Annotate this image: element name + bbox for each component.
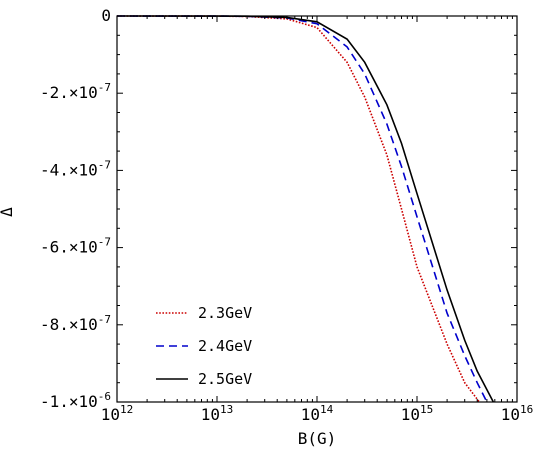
series-line-2	[116, 15, 488, 403]
series-curves	[116, 15, 495, 403]
x-axis-label: B(G)	[298, 429, 337, 448]
legend-label-1: 2.3GeV	[198, 304, 252, 322]
y-tick-label: -4.×10-7	[40, 158, 111, 179]
y-tick-label: -6.×10-7	[40, 236, 111, 257]
series-line-3	[116, 15, 495, 403]
legend-label-3: 2.5GeV	[198, 370, 252, 388]
axis-ticks	[116, 15, 518, 403]
plot-frame	[116, 15, 518, 403]
x-tick-label: 1014	[301, 403, 334, 424]
x-tick-label: 1012	[101, 403, 134, 424]
y-tick-label: 0	[101, 6, 111, 25]
x-tick-label: 1016	[501, 403, 534, 424]
y-tick-label: -8.×10-7	[40, 313, 111, 334]
y-tick-label: -1.×10-6	[40, 390, 111, 411]
x-tick-label: 1013	[201, 403, 234, 424]
series-line-1	[116, 15, 480, 403]
y-tick-label: -2.×10-7	[40, 81, 111, 102]
x-tick-label: 1015	[401, 403, 434, 424]
y-axis-label: Δ	[0, 207, 16, 217]
tick-labels: 1012 1013 1014 1015 1016 0 -2.×10-7 -4.×10-7 -6.…	[40, 6, 533, 424]
legend: 2.3GeV 2.4GeV 2.5GeV	[156, 304, 252, 388]
legend-label-2: 2.4GeV	[198, 337, 252, 355]
